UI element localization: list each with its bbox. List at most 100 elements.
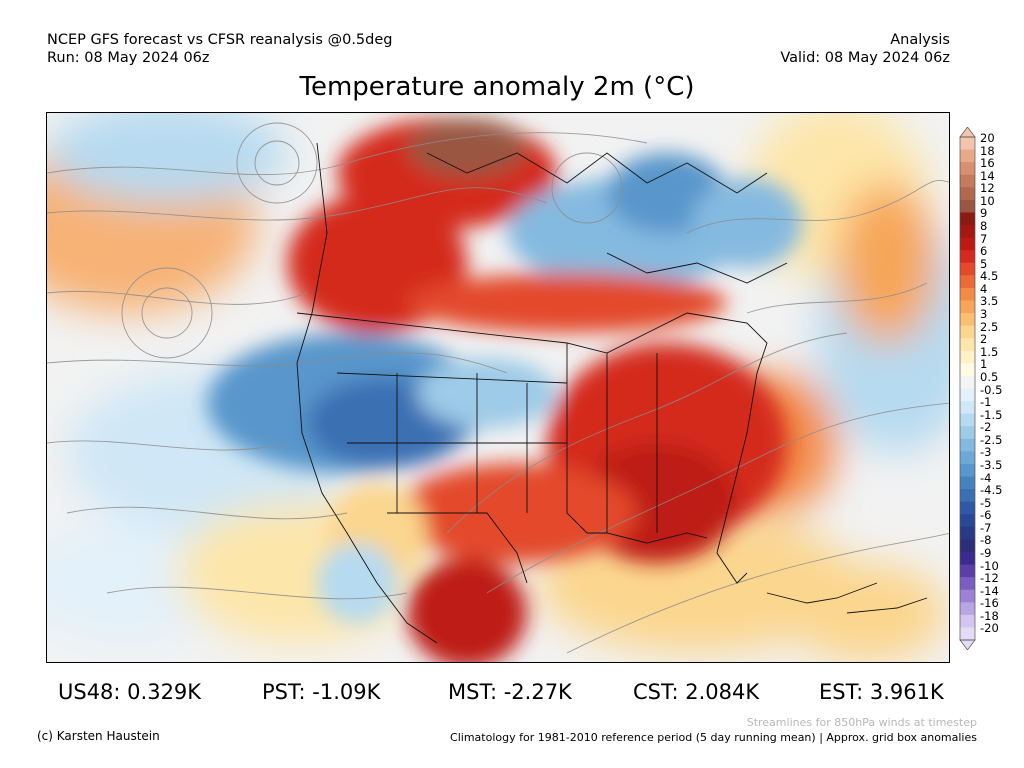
colorbar-swatch — [960, 162, 975, 176]
colorbar-swatch — [960, 199, 975, 213]
colorbar-label: -9 — [980, 545, 992, 560]
colorbar-label: 10 — [980, 193, 995, 208]
colorbar-swatch — [960, 313, 975, 327]
colorbar-swatch — [960, 212, 975, 226]
colorbar-bottom-arrow — [959, 639, 976, 650]
colorbar-swatch — [960, 501, 975, 515]
colorbar-swatch — [960, 187, 975, 201]
colorbar-label: -14 — [980, 583, 999, 598]
colorbar-swatch — [960, 602, 975, 616]
colorbar-label: 14 — [980, 168, 995, 183]
colorbar-label: -16 — [980, 596, 999, 611]
colorbar-label: 16 — [980, 156, 995, 171]
footnotes: Streamlines for 850hPa winds at timestep… — [450, 715, 977, 745]
colorbar-swatch — [960, 564, 975, 578]
colorbar-swatch — [960, 262, 975, 276]
colorbar-swatch — [960, 225, 975, 239]
colorbar-label: -2 — [980, 420, 992, 435]
colorbar-label: 4 — [980, 281, 988, 296]
colorbar-swatch — [960, 614, 975, 628]
header-right: Analysis Valid: 08 May 2024 06z — [780, 31, 950, 67]
colorbar-label: 8 — [980, 219, 988, 234]
colorbar-label: -8 — [980, 533, 992, 548]
colorbar-swatch — [960, 137, 975, 151]
colorbar-label: 2 — [980, 332, 988, 347]
colorbar-label: 4.5 — [980, 269, 999, 284]
colorbar-swatch — [960, 350, 975, 364]
colorbar-label: -5 — [980, 495, 992, 510]
colorbar-swatch — [960, 426, 975, 440]
colorbar-label: -4.5 — [980, 483, 1003, 498]
colorbar-label: 7 — [980, 231, 988, 246]
map-canvas — [47, 113, 949, 662]
colorbar-label: -7 — [980, 520, 992, 535]
colorbar-swatch — [960, 451, 975, 465]
colorbar-swatch — [960, 526, 975, 540]
colorbar-swatch — [960, 338, 975, 352]
anomaly-field-broad — [47, 113, 949, 662]
colorbar-label: 1.5 — [980, 344, 999, 359]
colorbar-label: 5 — [980, 256, 988, 271]
analysis-label: Analysis — [890, 32, 950, 48]
colorbar-swatch — [960, 275, 975, 289]
colorbar-label: 20 — [980, 131, 995, 145]
colorbar-swatch — [960, 300, 975, 314]
colorbar-swatch — [960, 174, 975, 188]
colorbar-swatch — [960, 375, 975, 389]
colorbar-swatch — [960, 401, 975, 415]
author-credit: (c) Karsten Haustein — [37, 729, 160, 743]
colorbar-label: -20 — [980, 621, 999, 636]
run-time: Run: 08 May 2024 06z — [47, 50, 210, 66]
colorbar-label: -2.5 — [980, 432, 1003, 447]
colorbar-swatch — [960, 551, 975, 566]
climatology-note: Climatology for 1981-2010 reference peri… — [450, 731, 977, 744]
colorbar-swatch — [960, 627, 975, 641]
colorbar-swatch — [960, 476, 975, 490]
colorbar-label: -18 — [980, 608, 999, 623]
coastlines-and-borders — [296, 142, 928, 644]
colorbar-swatch — [960, 250, 975, 264]
model-description: NCEP GFS forecast vs CFSR reanalysis @0.… — [47, 32, 393, 48]
colorbar-label: -12 — [980, 571, 999, 586]
stat-pst: PST: -1.09K — [262, 680, 381, 704]
colorbar-swatch — [960, 577, 975, 591]
colorbar-label: -4 — [980, 470, 992, 485]
colorbar-label: -10 — [980, 558, 999, 573]
colorbar-label: -0.5 — [980, 382, 1003, 397]
valid-time: Valid: 08 May 2024 06z — [780, 50, 950, 66]
colorbar-label: 9 — [980, 206, 988, 221]
colorbar-label: -1 — [980, 395, 992, 410]
header-left: NCEP GFS forecast vs CFSR reanalysis @0.… — [47, 31, 392, 67]
colorbar-top-arrow — [959, 127, 976, 138]
regional-stats: US48: 0.329K PST: -1.09K MST: -2.27K CST… — [0, 680, 1024, 704]
colorbar-swatch — [960, 539, 975, 553]
map-title: Temperature anomaly 2m (°C) — [299, 72, 695, 102]
colorbar-swatch — [960, 589, 975, 603]
colorbar-swatch — [960, 325, 975, 339]
colorbar-swatch — [960, 237, 975, 251]
colorbar-label: 18 — [980, 143, 995, 158]
colorbar-label: 3.5 — [980, 294, 999, 309]
colorbar-swatch — [960, 287, 975, 301]
colorbar-label: 2.5 — [980, 319, 999, 334]
colorbar-label: 6 — [980, 244, 988, 259]
colorbar-swatch — [960, 489, 975, 503]
colorbar-label: 1 — [980, 357, 988, 372]
stat-us48: US48: 0.329K — [58, 680, 202, 704]
colorbar-label: 0.5 — [980, 369, 999, 384]
colorbar-label: 3 — [980, 307, 988, 322]
anomaly-map — [46, 112, 950, 663]
streamlines-note: Streamlines for 850hPa winds at timestep — [746, 716, 977, 729]
colorbar-swatch — [960, 413, 975, 427]
colorbar-swatch — [960, 149, 975, 163]
colorbar — [959, 127, 976, 650]
stat-cst: CST: 2.084K — [633, 680, 760, 704]
colorbar-label: -3.5 — [980, 457, 1003, 472]
colorbar-label: 12 — [980, 181, 995, 196]
colorbar-swatch — [960, 388, 975, 402]
colorbar-swatch — [960, 363, 975, 377]
colorbar-outline — [959, 136, 976, 641]
colorbar-swatch — [960, 438, 975, 452]
colorbar-label: -3 — [980, 445, 992, 460]
colorbar-swatch — [960, 463, 975, 478]
